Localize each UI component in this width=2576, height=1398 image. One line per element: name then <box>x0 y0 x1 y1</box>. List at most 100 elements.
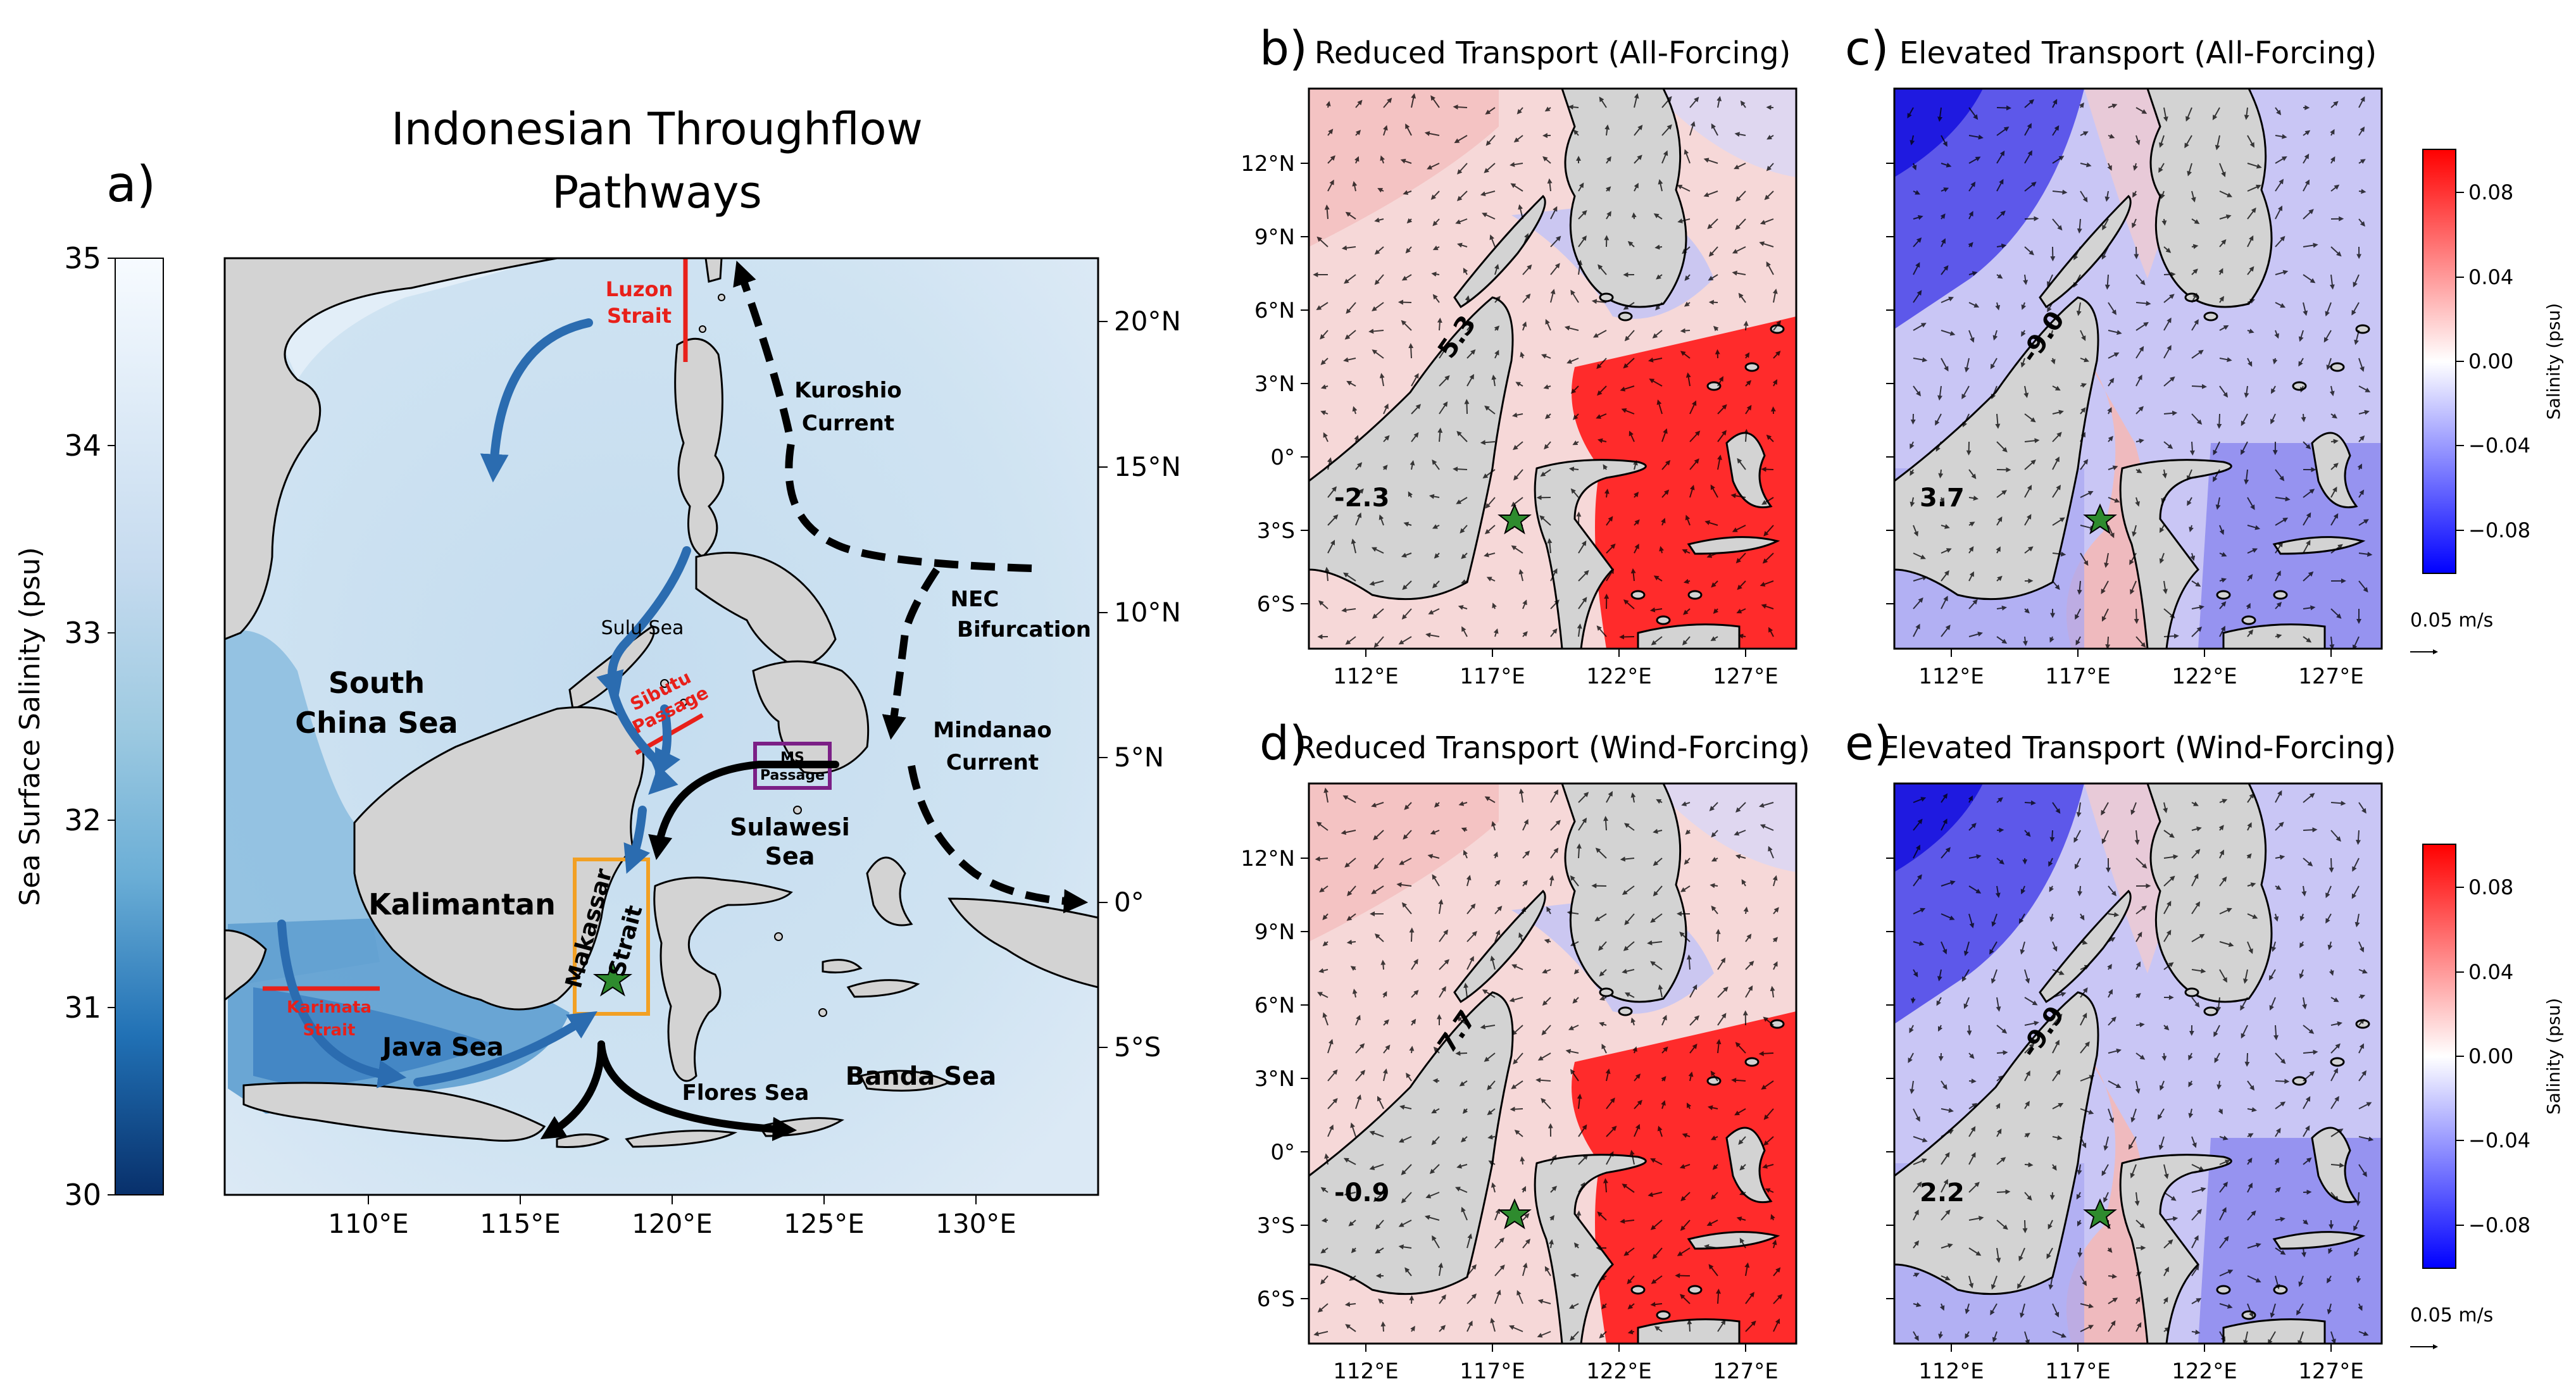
label-south-china-sea-1: South <box>328 666 425 700</box>
lon-tick: 127°E <box>1713 1359 1778 1384</box>
sulu-sea-arrow <box>596 546 691 701</box>
lat-tick: 0° <box>1270 1140 1295 1165</box>
anomaly-top-tick-4: −0.08 <box>2468 518 2530 542</box>
sampling-site-star <box>1497 503 1532 535</box>
panel-title: Reduced Transport (Wind-Forcing) <box>1295 730 1810 766</box>
lat-tick-0: 0° <box>1114 887 1144 918</box>
lon-tick: 117°E <box>1460 664 1525 689</box>
lat-tick: 9°N <box>1254 920 1295 945</box>
label-sulawesi-sea-1: Sulawesi <box>730 813 850 841</box>
scs-inflow-arrow <box>480 318 593 483</box>
panel-a-frame <box>223 257 1099 1196</box>
ms-passage-arrow <box>648 761 839 860</box>
salinity-tick-30: 30 <box>64 1178 101 1212</box>
lon-tick: 122°E <box>1586 1359 1651 1384</box>
lat-tick: 3°S <box>1257 1213 1295 1239</box>
label-kuroshio-2: Current <box>802 411 894 436</box>
java-sea-arrow <box>413 1011 597 1087</box>
label-nec-2: Bifurcation <box>957 617 1091 642</box>
anomaly-colorbar-top-label: Salinity (psu) <box>2543 303 2564 420</box>
label-mindanao-1: Mindanao <box>933 718 1051 743</box>
anomaly-bottom-tick-0: 0.08 <box>2468 875 2513 899</box>
panel-title: Reduced Transport (All-Forcing) <box>1315 35 1791 71</box>
anomaly-bottom-tick-3: −0.04 <box>2468 1128 2530 1152</box>
label-java-sea: Java Sea <box>380 1033 504 1062</box>
label-banda-sea: Banda Sea <box>846 1062 996 1091</box>
lat-tick: 9°N <box>1254 225 1295 250</box>
transport-value-south: 3.7 <box>1920 484 1965 513</box>
lat-tick: 12°N <box>1241 151 1295 177</box>
salinity-colorbar: 35 34 33 32 31 30 Sea Surface Salinity (… <box>14 241 164 1212</box>
panel-label: d) <box>1260 716 1308 771</box>
panel-frame <box>1893 87 2383 650</box>
panel-b: b) Reduced Transport (All-Forcing)5.3-2.3… <box>1241 22 1798 689</box>
panel-e: e)Elevated Transport (Wind-Forcing)-9.92… <box>1845 716 2396 1384</box>
panel-d: d)Reduced Transport (Wind-Forcing)7.7-0.… <box>1241 716 1810 1384</box>
sampling-site-star <box>592 959 633 997</box>
label-sulu-sea: Sulu Sea <box>601 617 684 639</box>
lon-tick-120e: 120°E <box>632 1208 713 1239</box>
anomaly-bottom-tick-2: 0.00 <box>2468 1044 2513 1068</box>
panel-c: c) Elevated Transport (All-Forcing)-9.03.… <box>1845 22 2383 689</box>
lon-tick: 117°E <box>2045 1359 2110 1384</box>
panel-label: b) <box>1260 22 1308 76</box>
panel-a-label: a) <box>106 156 156 213</box>
label-sulawesi-sea-2: Sea <box>765 842 815 870</box>
anomaly-panels: b) Reduced Transport (All-Forcing)5.3-2.3… <box>1241 22 2396 1384</box>
lon-tick: 117°E <box>1460 1359 1525 1384</box>
transport-value-south: 2.2 <box>1920 1178 1965 1208</box>
label-luzon-2: Strait <box>607 304 672 328</box>
panel-frame <box>1893 782 2383 1345</box>
lon-tick: 122°E <box>2172 1359 2237 1384</box>
transport-value-south: -0.9 <box>1334 1178 1389 1208</box>
salinity-tick-34: 34 <box>64 428 101 463</box>
anomaly-bottom-tick-1: 0.04 <box>2468 960 2513 984</box>
panel-a: a) Indonesian Throughflow Pathways 35 34… <box>14 103 1181 1239</box>
lat-tick: 6°N <box>1254 993 1295 1018</box>
salinity-tick-32: 32 <box>64 803 101 837</box>
salinity-colorbar-gradient <box>115 258 164 1195</box>
label-south-china-sea-2: China Sea <box>295 706 458 740</box>
label-karimata-1: Karimata <box>287 998 372 1017</box>
current-vectors <box>1313 787 1783 1341</box>
sampling-site-star <box>1497 1198 1532 1230</box>
panel-a-map: South China Sea Kalimantan Sulawesi Sea … <box>225 258 1098 1195</box>
lon-tick: 122°E <box>1586 664 1651 689</box>
panel-a-title-line1: Indonesian Throughflow <box>391 103 923 155</box>
anomaly-bottom-tick-4: −0.08 <box>2468 1213 2530 1237</box>
lat-tick: 6°S <box>1257 1287 1295 1312</box>
kuroshio-arrow <box>733 260 1032 572</box>
lat-tick: 6°S <box>1257 592 1295 617</box>
anomaly-top-tick-1: 0.04 <box>2468 265 2513 289</box>
lat-tick-20n: 20°N <box>1114 306 1181 337</box>
label-kuroshio-1: Kuroshio <box>794 378 902 403</box>
salinity-tick-35: 35 <box>64 241 101 275</box>
makassar-strait-box <box>573 858 650 1016</box>
panel-frame <box>1308 782 1798 1345</box>
label-mindanao-2: Current <box>946 750 1039 775</box>
reference-vector-top-label: 0.05 m/s <box>2410 609 2493 632</box>
current-vectors <box>1313 93 1782 648</box>
reference-vector-bottom-label: 0.05 m/s <box>2410 1304 2493 1326</box>
lat-tick: 3°N <box>1254 1066 1295 1092</box>
nec-south-arrow <box>908 765 1089 914</box>
anomaly-colorbar-bottom-label: Salinity (psu) <box>2543 998 2564 1114</box>
lon-tick-125e: 125°E <box>784 1208 865 1239</box>
lon-tick: 112°E <box>1333 664 1398 689</box>
transport-value-south: -2.3 <box>1334 484 1389 513</box>
lon-tick-130e: 130°E <box>935 1208 1016 1239</box>
sampling-site-star <box>2083 1198 2117 1230</box>
salinity-tick-31: 31 <box>64 990 101 1025</box>
lat-tick-15n: 15°N <box>1114 451 1181 482</box>
lon-tick: 112°E <box>1918 664 1984 689</box>
lat-tick-10n: 10°N <box>1114 597 1181 628</box>
label-kalimantan: Kalimantan <box>368 887 556 921</box>
label-ms-2: Passage <box>760 768 825 783</box>
lon-tick: 112°E <box>1918 1359 1984 1384</box>
flores-arrow <box>597 1040 797 1142</box>
anomaly-map <box>1894 783 2382 1344</box>
anomaly-top-tick-3: −0.04 <box>2468 434 2530 458</box>
lon-tick-110e: 110°E <box>328 1208 409 1239</box>
